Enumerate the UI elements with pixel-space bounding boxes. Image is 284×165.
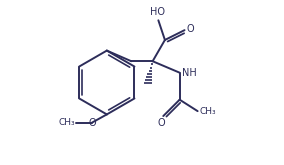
- Text: NH: NH: [182, 68, 197, 78]
- Text: HO: HO: [150, 7, 165, 17]
- Text: O: O: [158, 118, 166, 128]
- Text: CH₃: CH₃: [199, 107, 216, 116]
- Text: CH₃: CH₃: [58, 118, 75, 127]
- Text: O: O: [186, 24, 194, 34]
- Text: O: O: [88, 118, 96, 128]
